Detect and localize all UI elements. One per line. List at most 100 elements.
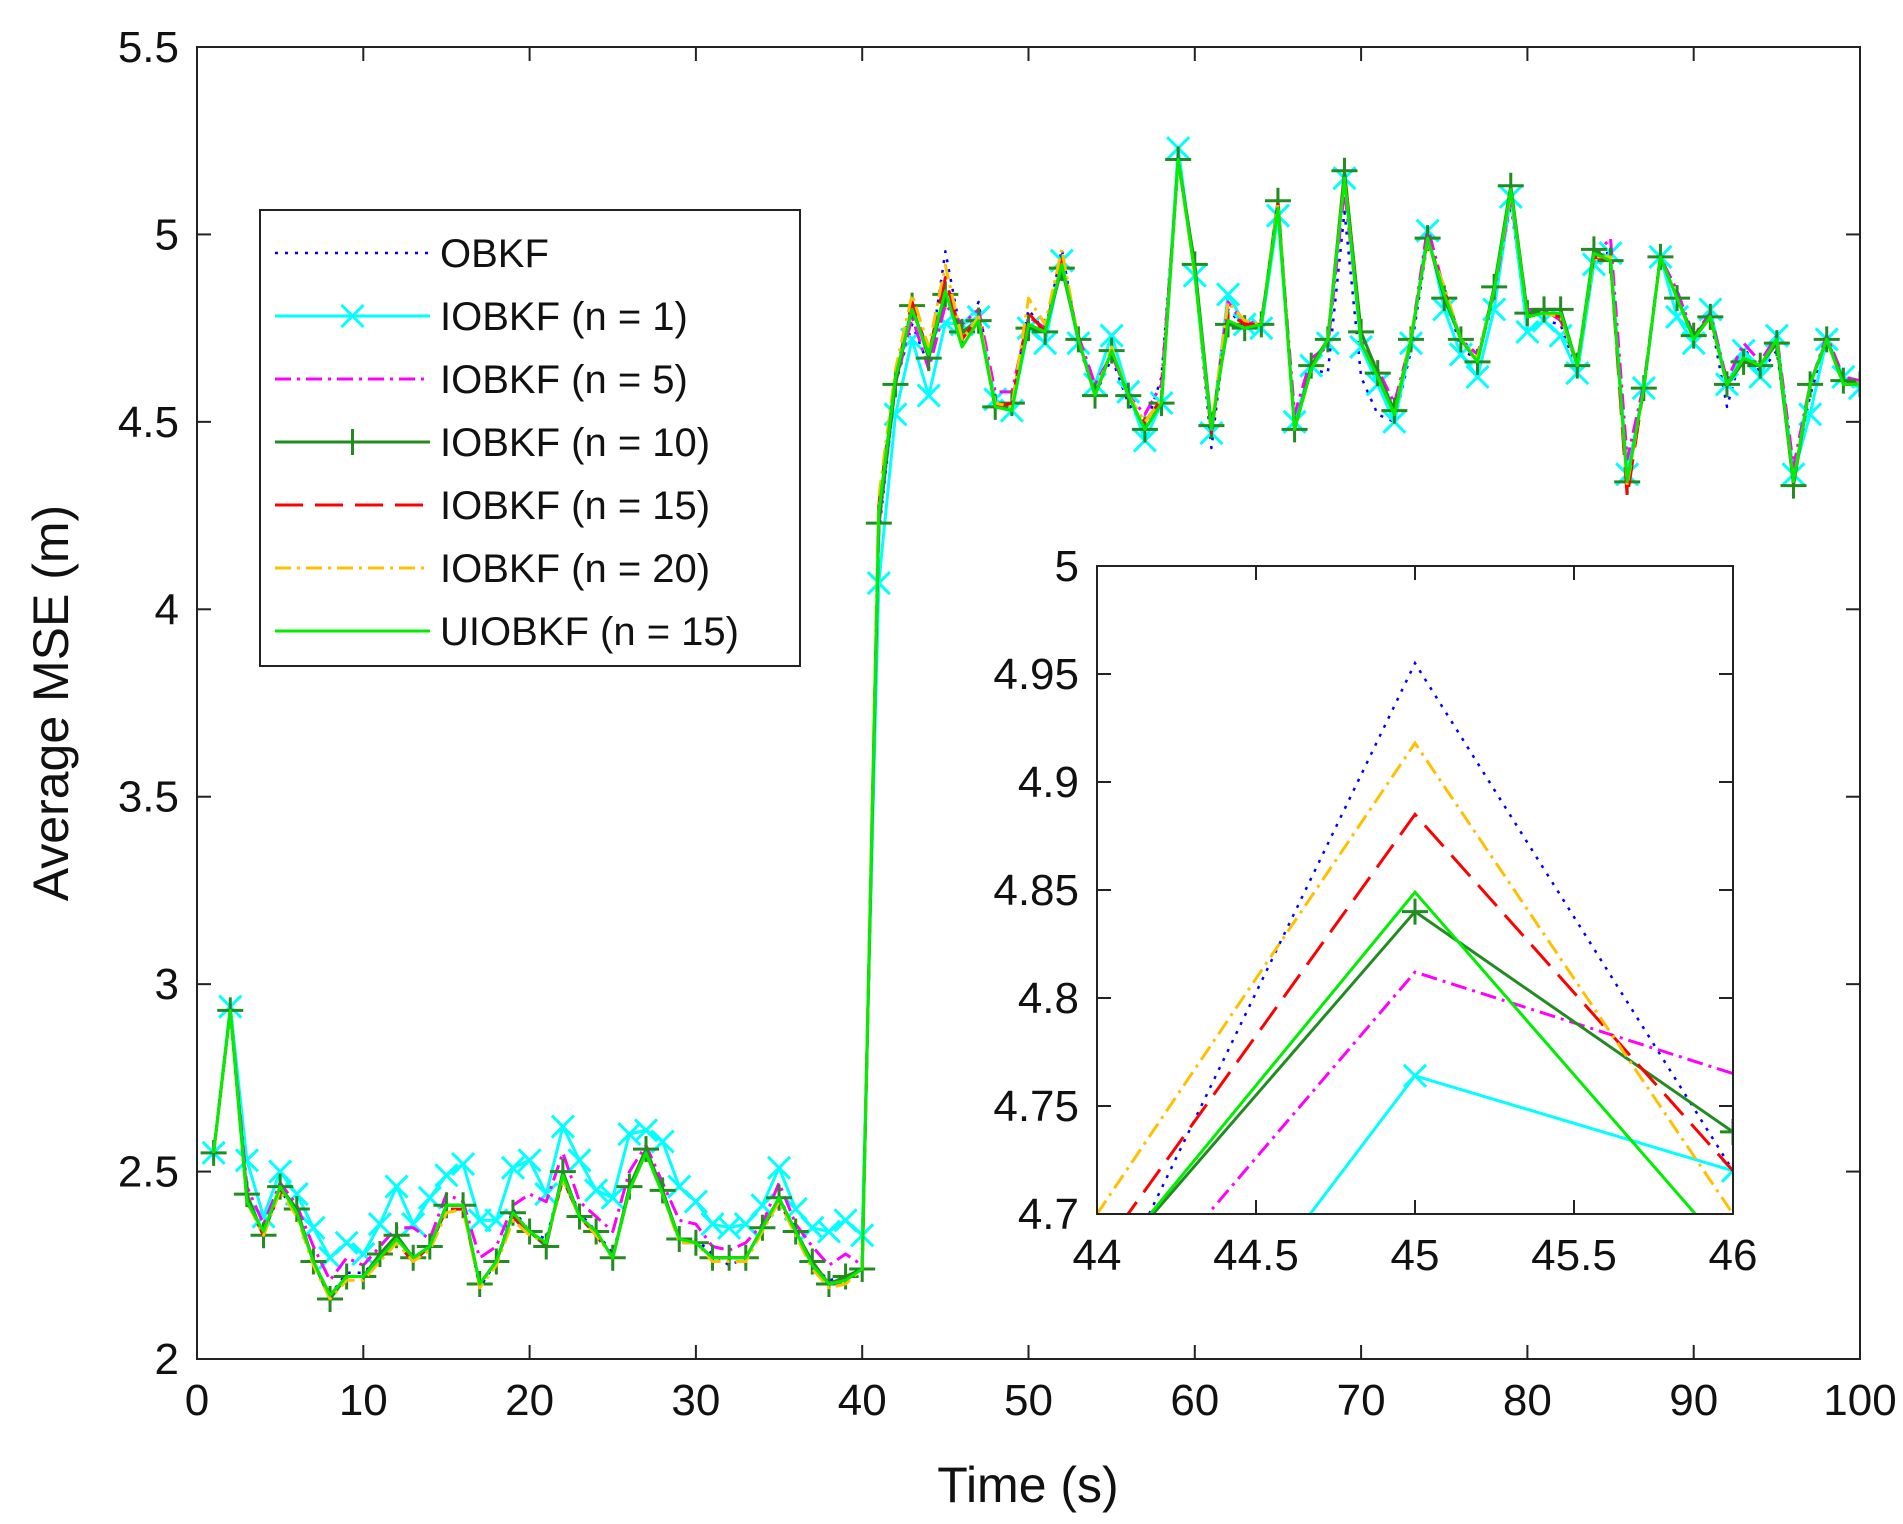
y-axis-label: Average MSE (m) [23, 505, 79, 901]
inset-x-tick-label: 44 [1073, 1231, 1122, 1280]
inset-series-line-iobkf-n-20 [1097, 740, 1733, 1214]
data-point-iobkf-n-1 [500, 1155, 526, 1180]
data-point-iobkf-n-10 [1364, 360, 1391, 387]
inset-series-obkf [1147, 660, 1733, 1214]
data-point-iobkf-n-1 [367, 1211, 392, 1237]
data-point-iobkf-n-1 [1465, 364, 1490, 389]
inset-series-iobkf-n-10 [1151, 898, 1733, 1214]
main-x-tick-label: 80 [1503, 1376, 1552, 1425]
main-x-tick-label: 0 [185, 1376, 209, 1425]
legend-entry-uiobkf-n-15: UIOBKF (n = 15) [275, 610, 739, 654]
main-x-tick-label: 100 [1823, 1376, 1896, 1425]
main-x-tick-label: 60 [1170, 1376, 1219, 1425]
inset-series-line-iobkf-n-5 [1205, 970, 1733, 1214]
inset-series-iobkf-n-5 [1205, 970, 1733, 1214]
data-point-iobkf-n-10 [283, 1196, 310, 1223]
data-point-iobkf-n-1 [451, 1152, 476, 1177]
inset-plot-area: 44 44.5 45 45.5 46 4.7 4.75 4.8 4.85 4.9 4.95 5 [993, 542, 1757, 1280]
data-point-iobkf-n-1 [384, 1174, 409, 1199]
legend-label: IOBKF (n = 5) [440, 358, 688, 402]
inset-y-tick-label: 4.75 [993, 1082, 1079, 1131]
inset-series-uiobkf-n-15 [1148, 889, 1698, 1214]
legend: OBKF IOBKF (n = 1) IOBKF (n = 5) IOBKF (n =… [259, 209, 801, 667]
inset-y-tick-label: 4.85 [993, 866, 1079, 915]
inset-series-line-obkf [1147, 660, 1733, 1214]
inset-data-point-iobkf-n-1 [1402, 1063, 1428, 1088]
inset-y-tick-label: 5 [1055, 542, 1079, 591]
data-point-iobkf-n-1 [1665, 304, 1690, 329]
inset-y-tick-label: 4.95 [993, 650, 1079, 699]
data-point-iobkf-n-1 [766, 1155, 792, 1180]
series-line-uiobkf-n-15 [212, 158, 1860, 1297]
data-point-iobkf-n-1 [1215, 282, 1241, 307]
main-y-tick-label: 4 [155, 585, 179, 634]
data-point-iobkf-n-1 [600, 1185, 625, 1210]
inset-x-tick-label: 46 [1709, 1231, 1758, 1280]
main-y-tick-label: 5 [155, 210, 179, 259]
main-y-tick-label: 4.5 [118, 398, 179, 447]
data-point-iobkf-n-10 [799, 1248, 826, 1275]
data-point-iobkf-n-1 [816, 1219, 842, 1244]
legend-entry-iobkf-n-20: IOBKF (n = 20) [275, 547, 710, 591]
main-x-tick-label: 10 [339, 1376, 388, 1425]
x-axis-label: Time (s) [937, 1457, 1118, 1513]
main-x-tick-label: 70 [1337, 1376, 1386, 1425]
inset-x-tick-label: 45.5 [1531, 1231, 1617, 1280]
inset-y-tick-label: 4.7 [1018, 1190, 1079, 1239]
inset-y-tick-label: 4.8 [1018, 974, 1079, 1023]
legend-label: IOBKF (n = 10) [440, 421, 710, 465]
legend-label: OBKF [440, 232, 549, 276]
legend-entry-iobkf-n-15: IOBKF (n = 15) [275, 484, 710, 528]
main-x-tick-label: 50 [1004, 1376, 1053, 1425]
main-x-tick-label: 90 [1669, 1376, 1718, 1425]
inset-tick-group: 44 44.5 45 45.5 46 4.7 4.75 4.8 4.85 4.9 4.95 5 [993, 542, 1757, 1280]
data-point-iobkf-n-1 [683, 1189, 708, 1214]
data-point-iobkf-n-1 [517, 1148, 542, 1173]
legend-marker [339, 429, 366, 455]
main-y-tick-label: 5.5 [118, 23, 179, 72]
legend-label: UIOBKF (n = 15) [440, 610, 739, 654]
data-point-iobkf-n-1 [584, 1178, 609, 1203]
data-point-iobkf-n-1 [1515, 319, 1540, 344]
data-point-iobkf-n-1 [334, 1230, 359, 1255]
main-y-tick-label: 3.5 [118, 773, 179, 822]
data-point-iobkf-n-1 [550, 1114, 575, 1139]
main-x-tick-label: 40 [838, 1376, 887, 1425]
data-point-iobkf-n-1 [268, 1159, 293, 1184]
data-point-iobkf-n-10 [366, 1241, 393, 1268]
main-y-tick-label: 2.5 [118, 1148, 179, 1197]
legend-label: IOBKF (n = 15) [440, 484, 710, 528]
main-x-tick-label: 20 [505, 1376, 554, 1425]
main-x-tick-label: 30 [671, 1376, 720, 1425]
legend-marker [340, 303, 365, 329]
legend-box [259, 209, 801, 667]
legend-entry-iobkf-n-5: IOBKF (n = 5) [275, 358, 688, 402]
inset-y-tick-label: 4.9 [1018, 758, 1079, 807]
inset-series-line-iobkf-n-15 [1126, 812, 1733, 1214]
data-point-iobkf-n-1 [351, 1241, 376, 1267]
legend-entry-obkf: OBKF [275, 232, 549, 276]
inset-data-point-iobkf-n-10 [1402, 898, 1428, 925]
data-point-iobkf-n-1 [633, 1118, 659, 1143]
series-uiobkf-n-15 [212, 158, 1860, 1297]
legend-label: IOBKF (n = 1) [440, 295, 688, 339]
inset-series-iobkf-n-20 [1097, 740, 1733, 1214]
inset-x-tick-label: 44.5 [1213, 1231, 1299, 1280]
legend-entry-iobkf-n-10: IOBKF (n = 10) [275, 421, 710, 465]
inset-series-iobkf-n-15 [1126, 812, 1733, 1214]
main-y-tick-label: 2 [155, 1335, 179, 1384]
legend-label: IOBKF (n = 20) [440, 547, 710, 591]
data-point-iobkf-n-1 [916, 383, 941, 408]
data-point-iobkf-n-1 [567, 1148, 592, 1173]
data-point-iobkf-n-1 [1548, 323, 1573, 348]
data-point-iobkf-n-1 [534, 1181, 559, 1207]
data-point-iobkf-n-1 [401, 1211, 426, 1237]
data-point-iobkf-n-10 [633, 1136, 660, 1163]
main-y-tick-label: 3 [155, 960, 179, 1009]
data-point-iobkf-n-1 [234, 1148, 259, 1173]
inset-data-point-iobkf-n-10 [1720, 1118, 1733, 1145]
inset-x-tick-label: 45 [1391, 1231, 1440, 1280]
